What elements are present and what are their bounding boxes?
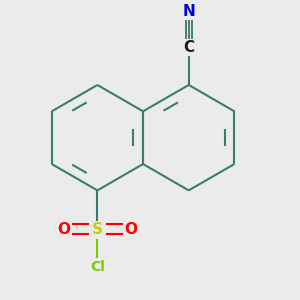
Text: C: C <box>183 40 194 55</box>
Text: Cl: Cl <box>90 260 105 274</box>
Text: N: N <box>182 4 195 19</box>
Text: S: S <box>92 222 103 237</box>
Text: O: O <box>124 222 137 237</box>
Text: O: O <box>58 222 70 237</box>
